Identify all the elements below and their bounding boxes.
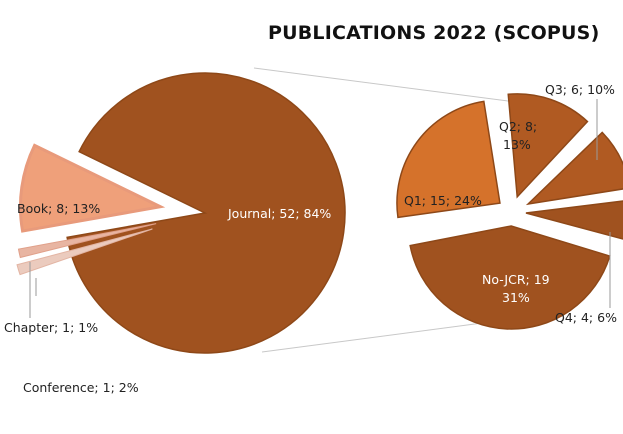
data-label-q2-line2: 13% <box>503 137 531 152</box>
data-label-q4: Q4; 4; 6% <box>555 310 617 325</box>
pie-slice-book <box>19 143 166 233</box>
pie-slice-q1 <box>396 100 501 219</box>
pie-slice-q4 <box>525 200 623 240</box>
pie-slice-journal <box>66 72 346 354</box>
pie-slice-conference <box>16 228 153 276</box>
pie-slice-nojcr <box>409 225 611 330</box>
pie-slice-chapter <box>17 223 157 259</box>
pie-slice-q2 <box>507 93 589 199</box>
chart-title: PUBLICATIONS 2022 (SCOPUS) <box>268 22 600 44</box>
pie-slice-q3 <box>525 131 623 206</box>
data-label-conference: Conference; 1; 2% <box>23 380 139 395</box>
connector-line-bottom <box>261 319 506 353</box>
data-label-journal: Journal; 52; 84% <box>227 206 331 221</box>
connector-line-top <box>253 67 517 103</box>
data-label-book: Book; 8; 13% <box>17 201 100 216</box>
data-label-q2-line1: Q2; 8; <box>499 119 537 134</box>
data-label-q3: Q3; 6; 10% <box>545 82 615 97</box>
data-label-q1: Q1; 15; 24% <box>404 193 482 208</box>
data-label-nojcr-line2: 31% <box>502 290 530 305</box>
data-label-nojcr-line1: No-JCR; 19 <box>482 272 550 287</box>
data-label-chapter: Chapter; 1; 1% <box>4 320 98 335</box>
